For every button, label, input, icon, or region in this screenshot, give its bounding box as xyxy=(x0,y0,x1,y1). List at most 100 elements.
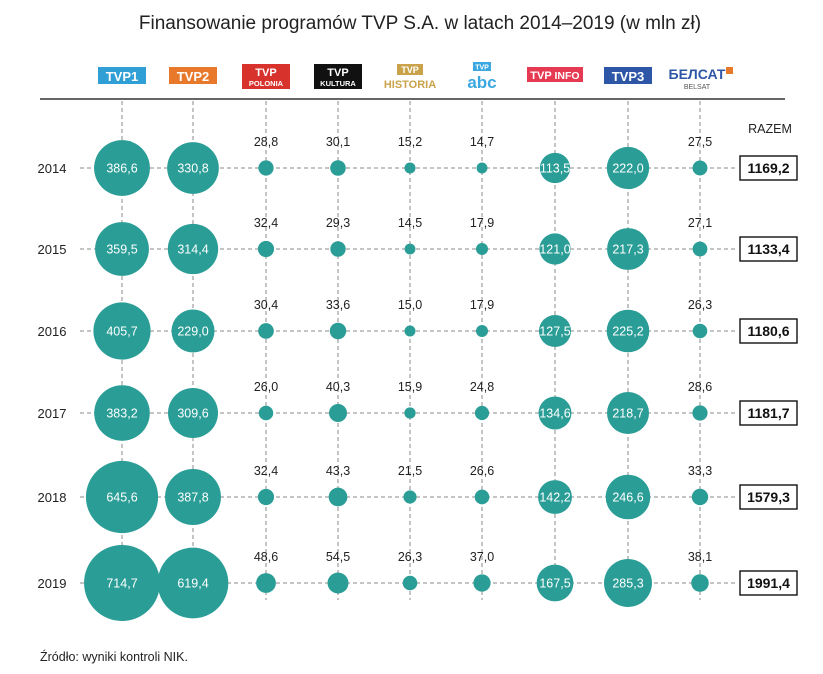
logo-subtext: HISTORIA xyxy=(384,79,436,91)
data-rows: 2014 386,6 330,8 28,8 30,1 15,2 14,7 113,5 222,0… xyxy=(38,135,798,621)
total-box xyxy=(739,400,798,426)
logo-text: БЕЛСАТ xyxy=(669,66,726,82)
value-label: 48,6 xyxy=(254,550,278,564)
totals-header: RAZEM xyxy=(748,122,792,136)
logo-text: TVP xyxy=(401,65,419,75)
year-label: 2019 xyxy=(38,576,67,591)
year-label: 2015 xyxy=(38,242,67,257)
year-row: 2016 405,7 229,0 30,4 33,6 15,0 17,9 127,5 225,2… xyxy=(38,298,798,360)
value-label: 27,1 xyxy=(688,216,712,230)
bubble xyxy=(258,405,274,421)
year-label: 2016 xyxy=(38,324,67,339)
value-label: 26,3 xyxy=(688,298,712,312)
value-label: 28,8 xyxy=(254,135,278,149)
bubble xyxy=(474,405,490,421)
value-label: 33,6 xyxy=(326,298,350,312)
value-label: 387,8 xyxy=(177,491,208,505)
channel-logo: TVP3 xyxy=(604,67,652,84)
channel-logo: TVP HISTORIA xyxy=(384,64,436,91)
bubble xyxy=(330,160,346,176)
value-label: 15,9 xyxy=(398,380,422,394)
value-label: 14,7 xyxy=(470,135,494,149)
logo-text: TVP1 xyxy=(106,69,139,84)
value-label: 17,9 xyxy=(470,216,494,230)
value-label: 43,3 xyxy=(326,464,350,478)
value-label: 26,6 xyxy=(470,464,494,478)
value-label: 225,2 xyxy=(612,325,643,339)
logo-text: TVP xyxy=(475,65,489,72)
value-label: 32,4 xyxy=(254,464,278,478)
logo-text: TVP3 xyxy=(612,69,645,84)
bubble xyxy=(94,385,150,441)
year-row: 2018 645,6 387,8 32,4 43,3 21,5 26,6 142,2 246,6… xyxy=(38,460,798,534)
bubble xyxy=(476,162,488,174)
bubble xyxy=(168,388,218,438)
bubble xyxy=(94,140,150,196)
bubble xyxy=(330,241,346,257)
bubble xyxy=(85,460,159,534)
bubble xyxy=(258,160,274,176)
bubble xyxy=(327,572,349,594)
value-label: 314,4 xyxy=(177,243,208,257)
year-row: 2015 359,5 314,4 32,4 29,3 14,5 17,9 121,0 217,3… xyxy=(38,216,798,276)
value-label: 15,2 xyxy=(398,135,422,149)
value-label: 386,6 xyxy=(106,162,137,176)
value-label: 285,3 xyxy=(612,577,643,591)
bubble xyxy=(258,323,274,339)
total-value: 1991,4 xyxy=(747,575,790,591)
logo-box xyxy=(527,67,583,82)
logo-text: TVP xyxy=(255,67,276,79)
value-label: 37,0 xyxy=(470,550,494,564)
value-label: 30,4 xyxy=(254,298,278,312)
bubble xyxy=(692,241,708,257)
logo-box xyxy=(397,64,423,75)
bubble xyxy=(167,223,219,275)
bubble xyxy=(538,396,572,430)
value-label: 14,5 xyxy=(398,216,422,230)
value-label: 26,0 xyxy=(254,380,278,394)
value-label: 121,0 xyxy=(539,243,570,257)
value-label: 134,6 xyxy=(539,407,570,421)
bubble xyxy=(403,490,417,504)
value-label: 17,9 xyxy=(470,298,494,312)
total-box xyxy=(739,236,798,262)
bubble xyxy=(257,240,275,258)
bubble xyxy=(95,222,149,276)
year-row: 2019 714,7 619,4 48,6 54,5 26,3 37,0 167,5 285,3… xyxy=(38,545,798,621)
source-note: Źródło: wyniki kontroli NIK. xyxy=(40,649,188,664)
logo-subtext: abc xyxy=(467,73,496,92)
bubble xyxy=(607,392,649,434)
bubble xyxy=(605,474,651,520)
grid-lines xyxy=(40,98,785,600)
logo-subtext: INFO xyxy=(554,70,579,82)
value-label: 113,5 xyxy=(540,162,570,176)
total-value: 1133,4 xyxy=(747,241,789,257)
chart-title: Finansowanie programów TVP S.A. w latach… xyxy=(139,13,701,34)
value-label: 15,0 xyxy=(398,298,422,312)
bubble xyxy=(692,160,708,176)
bubble xyxy=(691,488,709,506)
logo-subtext: BELSAT xyxy=(684,84,711,91)
value-label: 405,7 xyxy=(106,325,137,339)
bubble xyxy=(329,322,347,340)
bubble xyxy=(93,302,151,360)
logo-box xyxy=(242,64,290,89)
total-value: 1169,2 xyxy=(747,160,789,176)
bubble xyxy=(473,574,491,592)
bubble xyxy=(539,152,571,184)
channel-logo: БЕЛСАТ BELSAT xyxy=(669,66,733,91)
value-label: 38,1 xyxy=(688,550,712,564)
logo-box xyxy=(604,67,652,84)
bubble xyxy=(165,469,221,525)
bubble xyxy=(157,547,229,619)
channel-logo: TVP1 xyxy=(98,67,146,84)
value-label: 127,5 xyxy=(539,325,570,339)
logo-subtext: POLONIA xyxy=(249,79,284,88)
bubble xyxy=(404,243,416,255)
value-label: 645,6 xyxy=(106,491,137,505)
logo-box xyxy=(169,67,217,84)
total-value: 1181,7 xyxy=(747,405,789,421)
value-label: 246,6 xyxy=(612,491,643,505)
